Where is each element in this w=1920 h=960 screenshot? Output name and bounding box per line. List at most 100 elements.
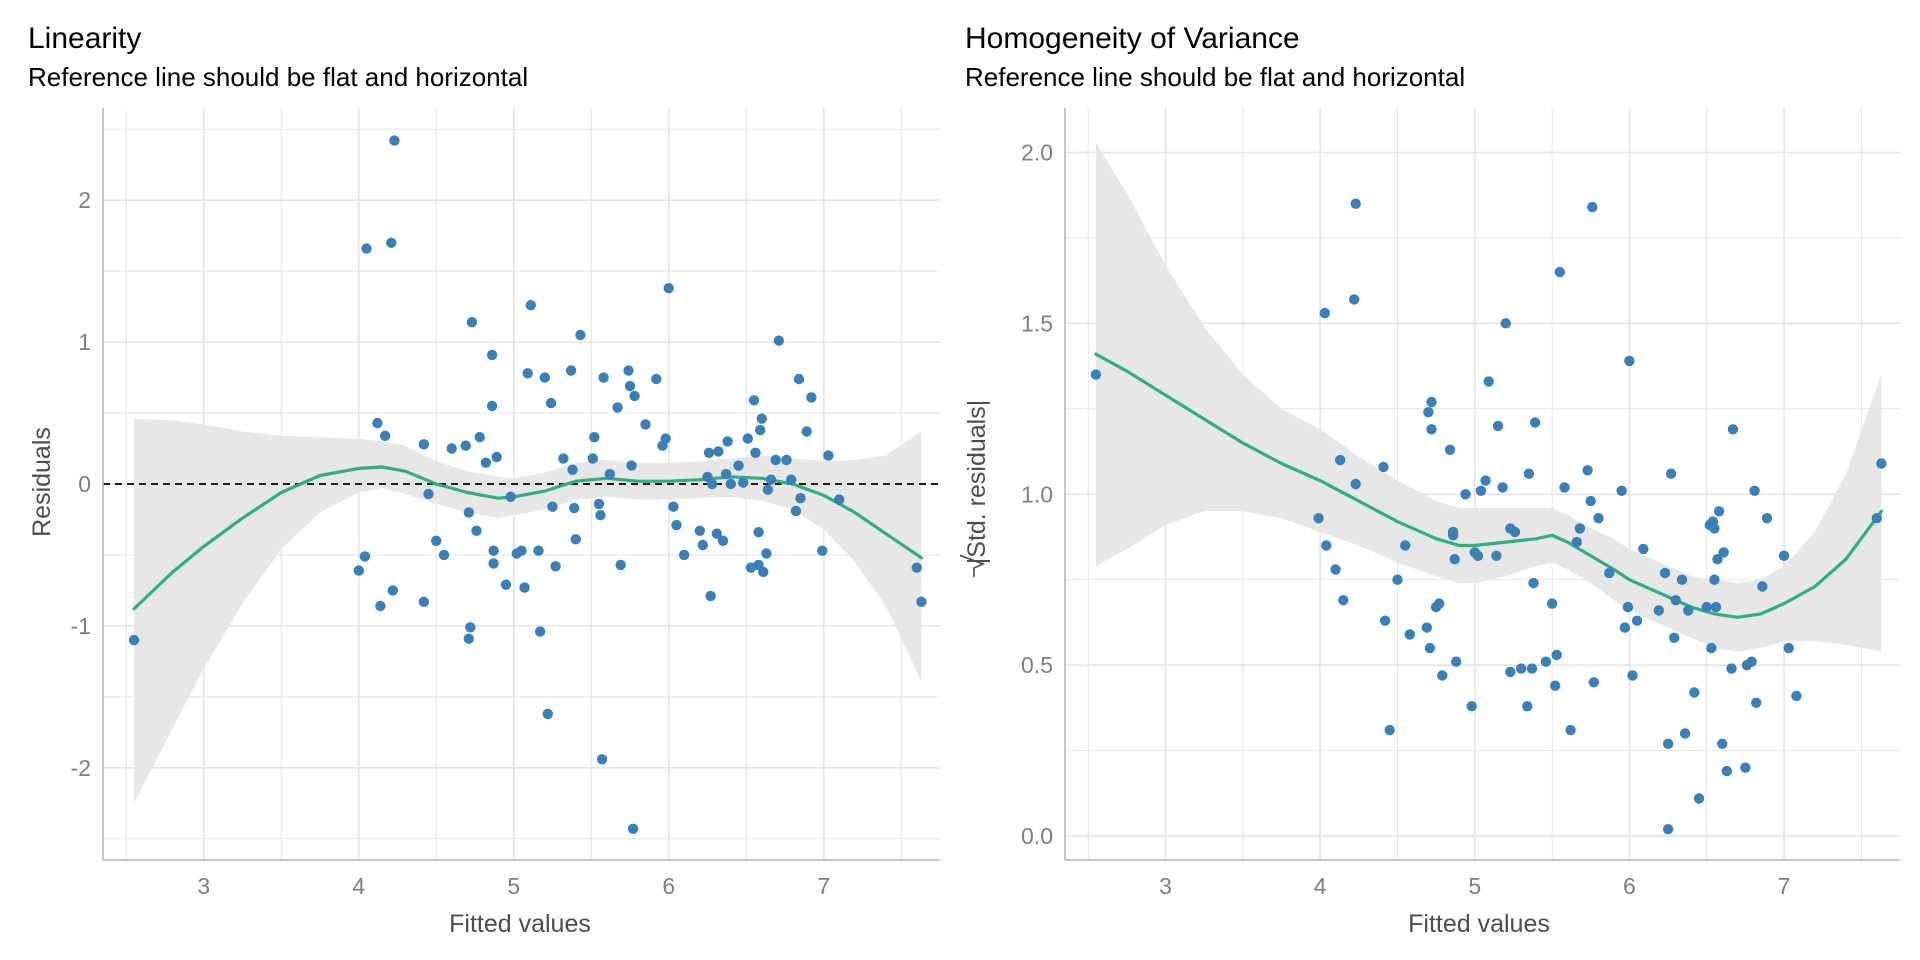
data-point <box>1670 595 1681 606</box>
data-point <box>522 368 533 379</box>
data-point <box>516 545 527 556</box>
data-point <box>627 823 639 834</box>
data-point <box>533 545 544 556</box>
data-point <box>1701 601 1712 613</box>
smooth-line <box>1094 352 1883 619</box>
data-point <box>748 395 760 406</box>
data-point <box>1338 595 1349 606</box>
data-point <box>1528 577 1539 589</box>
data-point <box>1529 417 1541 428</box>
homogeneity-panel: Homogeneity of Variance Reference line s… <box>960 0 1920 960</box>
data-point <box>1574 523 1586 534</box>
data-point <box>486 349 498 361</box>
data-point <box>1400 540 1411 551</box>
data-point <box>750 447 761 458</box>
data-point <box>1526 663 1538 674</box>
data-point <box>1718 547 1729 558</box>
data-point <box>1426 396 1437 408</box>
data-point <box>1384 724 1395 736</box>
homogeneity-plot-svg: 3 4 5 6 7 0.0 0.5 1.0 1.5 2.0 Fitted values |Std.… <box>960 108 1900 938</box>
y-tick-label: 2 <box>78 187 91 213</box>
data-point <box>372 417 383 429</box>
data-point <box>438 549 450 561</box>
confidence-band <box>1095 142 1882 652</box>
data-point <box>795 493 806 504</box>
x-tick-label: 7 <box>817 873 830 899</box>
data-point <box>1689 687 1700 698</box>
data-point <box>1761 513 1773 524</box>
y-tick-label: 1 <box>78 329 91 355</box>
data-point <box>651 373 662 385</box>
data-point <box>679 549 690 561</box>
data-point <box>1778 550 1790 561</box>
data-point <box>1627 670 1638 681</box>
y-tick-label: -1 <box>71 613 91 639</box>
x-tick-label: 7 <box>1778 873 1791 899</box>
data-point <box>1319 307 1330 319</box>
data-point <box>505 491 516 502</box>
smooth-line-group <box>1094 352 1883 619</box>
points-group <box>1090 198 1887 835</box>
data-point <box>569 502 580 514</box>
data-point <box>1585 495 1596 507</box>
data-point <box>596 754 608 765</box>
data-point <box>1426 424 1437 435</box>
y-tick-label: 0.0 <box>1021 823 1053 849</box>
points-group <box>128 135 927 834</box>
data-point <box>765 474 777 485</box>
data-point <box>640 419 651 430</box>
data-point <box>387 585 398 596</box>
data-point <box>706 478 718 490</box>
tick-labels-group: 3 4 5 6 7 0.0 0.5 1.0 1.5 2.0 <box>1021 139 1790 899</box>
data-point <box>418 596 429 607</box>
data-point <box>697 539 708 551</box>
x-tick-label: 4 <box>352 873 365 899</box>
data-point <box>1565 724 1576 736</box>
data-point <box>1444 444 1456 455</box>
data-point <box>1349 294 1360 305</box>
data-point <box>717 535 729 546</box>
data-point <box>389 135 400 146</box>
data-point <box>806 392 817 403</box>
data-point <box>431 535 442 546</box>
data-point <box>758 566 769 578</box>
data-point <box>793 373 805 385</box>
data-point <box>1751 697 1762 708</box>
data-point <box>790 505 802 517</box>
data-point <box>1624 355 1635 367</box>
data-point <box>1721 765 1732 777</box>
x-axis-label: Fitted values <box>449 910 591 938</box>
data-point <box>1379 615 1391 626</box>
data-point <box>761 548 772 559</box>
y-tick-label: 1.0 <box>1021 481 1053 507</box>
data-point <box>361 243 372 254</box>
data-point <box>703 447 715 458</box>
data-point <box>660 433 671 444</box>
x-tick-label: 3 <box>1159 873 1172 899</box>
data-point <box>1669 632 1680 643</box>
data-point <box>587 453 598 464</box>
chart-title: Homogeneity of Variance <box>965 22 1300 55</box>
data-point <box>1662 824 1674 835</box>
data-point <box>663 283 674 294</box>
data-point <box>471 525 482 536</box>
data-point <box>604 468 615 480</box>
tick-labels-group: 3 4 5 6 7 -2 -1 0 1 2 <box>71 187 831 899</box>
data-point <box>474 432 485 443</box>
x-tick-label: 3 <box>197 873 210 899</box>
data-point <box>1746 656 1757 667</box>
data-point <box>446 443 457 454</box>
data-point <box>488 545 499 556</box>
data-point <box>1876 458 1887 469</box>
data-point <box>742 433 753 444</box>
data-point <box>1665 468 1677 479</box>
data-point <box>1475 485 1487 496</box>
data-point <box>755 424 766 436</box>
data-point <box>1491 550 1502 561</box>
data-point <box>570 534 581 545</box>
chart-subtitle: Reference line should be flat and horizo… <box>28 62 529 92</box>
data-point <box>770 454 781 466</box>
data-point <box>916 596 927 607</box>
data-point <box>720 468 732 480</box>
y-axis-label-group: |Std. residuals| <box>960 384 991 577</box>
